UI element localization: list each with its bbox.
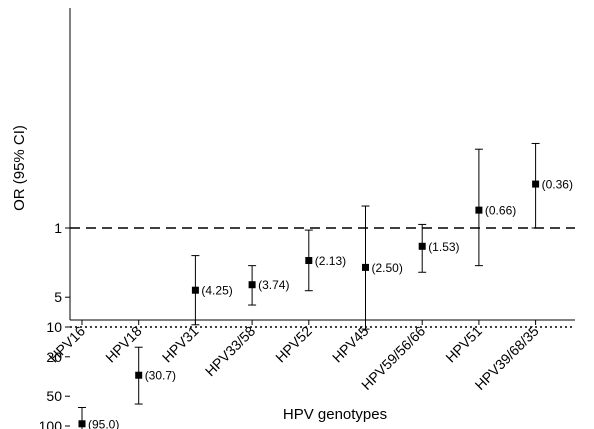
value-label: (0.36) [542, 178, 573, 192]
value-label: (3.74) [258, 278, 289, 292]
y-tick-label: 20 [46, 349, 62, 365]
point-HPV45: (2.50) [361, 205, 403, 330]
x-tick-label: HPV52 [272, 323, 315, 366]
point-marker [362, 263, 369, 271]
y-tick-label: 100 [39, 418, 63, 429]
point-HPV39/68/35: (0.36) [531, 142, 573, 229]
x-tick-label: HPV31 [159, 323, 202, 366]
point-HPV59/56/66: (1.53) [418, 223, 460, 273]
value-label: (4.25) [201, 284, 232, 298]
point-marker [475, 206, 483, 214]
x-tick-label: HPV33/58 [202, 323, 259, 380]
value-label: (30.7) [145, 369, 176, 383]
value-label: (0.66) [485, 204, 516, 218]
reference-lines [70, 227, 575, 328]
y-tick-label: 50 [46, 388, 62, 404]
x-tick-label: HPV51 [442, 323, 485, 366]
y-tick-label: 5 [54, 289, 62, 305]
value-label: (2.13) [315, 254, 346, 268]
point-marker [532, 180, 540, 188]
x-axis-title: HPV genotypes [283, 406, 387, 423]
value-label: (2.50) [372, 261, 403, 275]
point-HPV52: (2.13) [304, 229, 346, 292]
point-marker [305, 257, 313, 265]
value-label: (1.53) [428, 240, 459, 254]
y-tick-label: 1 [54, 220, 62, 236]
point-HPV16: (95.0) [78, 406, 119, 429]
point-marker [191, 286, 199, 294]
y-axis-title: OR (95% CI) [11, 125, 28, 211]
point-marker [135, 371, 143, 379]
point-HPV33/58: (3.74) [248, 265, 289, 306]
point-marker [78, 420, 86, 428]
y-tick-label: 10 [46, 319, 62, 335]
y-tick-labels: 1 5 10 20 50 100 [39, 220, 70, 429]
x-tick-labels: HPV16 HPV18 HPV31 HPV33/58 HPV52 HPV45HPV59/5… [45, 320, 542, 393]
point-HPV51: (0.66) [474, 148, 516, 267]
data-marks: (95.0) (30.7) (4.25) (3.74) (2.13) (2.50) (1.5… [78, 142, 573, 429]
point-marker [418, 242, 426, 250]
point-marker [248, 281, 256, 289]
point-HPV18: (30.7) [134, 346, 176, 405]
value-label: (95.0) [88, 417, 119, 429]
x-tick-label: HPV45 [329, 323, 372, 366]
axes [69, 8, 575, 321]
point-HPV31: (4.25) [191, 255, 233, 326]
